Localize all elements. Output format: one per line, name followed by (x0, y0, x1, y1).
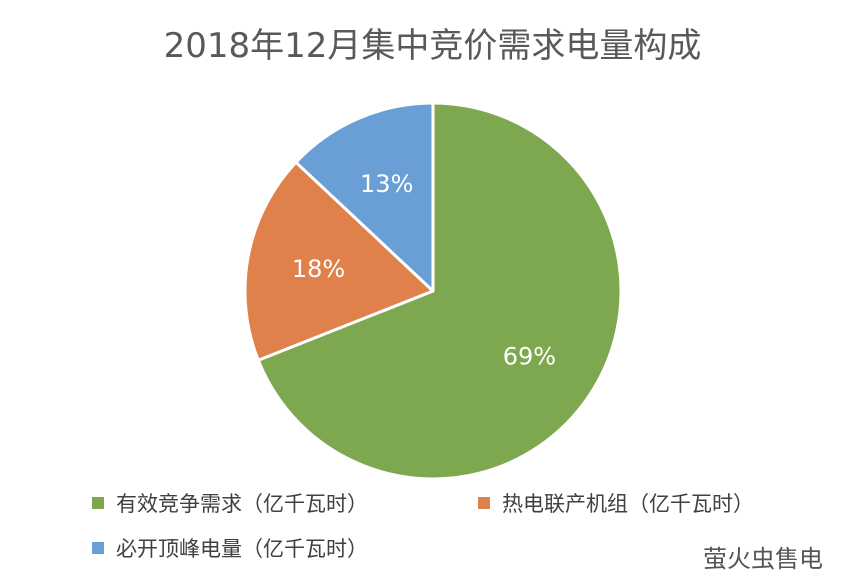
pie-slice-must-run-peak (294, 101, 435, 293)
data-label-chp-units: 18% (292, 255, 345, 283)
watermark: 萤火虫售电 (703, 545, 823, 573)
chart-title: 2018年12月集中竞价需求电量构成 (163, 26, 702, 66)
data-label-effective-demand: 69% (503, 343, 556, 371)
data-label-must-run-peak: 13% (360, 170, 413, 198)
pie-slice-effective-demand (256, 101, 623, 481)
pie-slice-chp-units (243, 160, 435, 362)
